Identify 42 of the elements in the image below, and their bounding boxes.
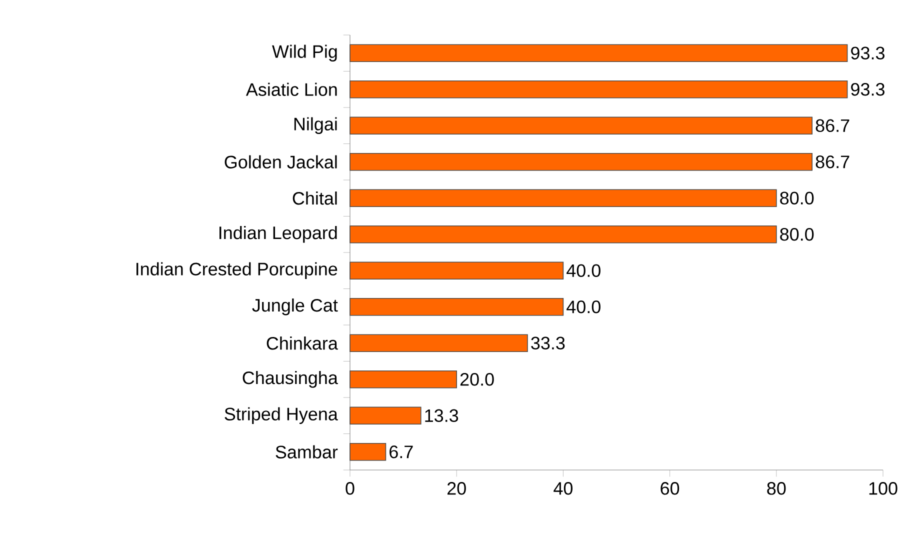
bar [350,152,813,171]
y-tick-label: Sambar [276,445,338,458]
data-label: 20.0 [460,373,494,386]
y-tick-label: Chital [292,192,337,205]
bar [350,442,386,461]
x-tick-label: 80 [767,482,786,495]
bar [350,80,848,98]
data-label: 33.3 [531,336,565,350]
y-tick-label: Jungle Cat [252,298,338,316]
bar [350,334,528,352]
x-tick-label: 100 [869,482,898,495]
y-tick-label: Chausingha [242,370,338,388]
data-label: 80.0 [780,192,814,204]
y-tick-label: Wild Pig [272,44,337,62]
data-label: 80.0 [780,228,814,241]
y-tick-label: Chinkara [266,336,338,350]
bar [350,189,777,208]
data-label: 93.3 [851,83,884,96]
data-label: 86.7 [816,156,850,168]
x-tick-label: 0 [346,482,354,495]
y-tick-label: Asiatic Lion [246,82,337,96]
bar [350,116,813,135]
data-label: 13.3 [425,409,458,422]
data-label: 6.7 [390,446,413,458]
data-label: 40.0 [566,264,600,277]
x-tick-label: 20 [447,482,466,495]
bar [350,298,564,316]
y-tick-label: Indian Crested Porcupine [136,262,338,280]
y-tick-label: Indian Leopard [220,226,337,243]
data-label: 93.3 [851,46,884,60]
y-tick-label: Golden Jackal [224,155,337,168]
x-tick-label: 60 [660,482,680,495]
y-tick-label: Nilgai [294,117,337,134]
data-label: 86.7 [816,119,850,132]
data-label: 40.0 [566,300,600,314]
y-tick-label: Striped Hyena [224,407,338,424]
bar [350,262,564,280]
bar [350,225,777,244]
x-tick-label: 40 [554,482,573,495]
bar [350,44,848,62]
bar [350,370,458,388]
bar [350,406,422,425]
